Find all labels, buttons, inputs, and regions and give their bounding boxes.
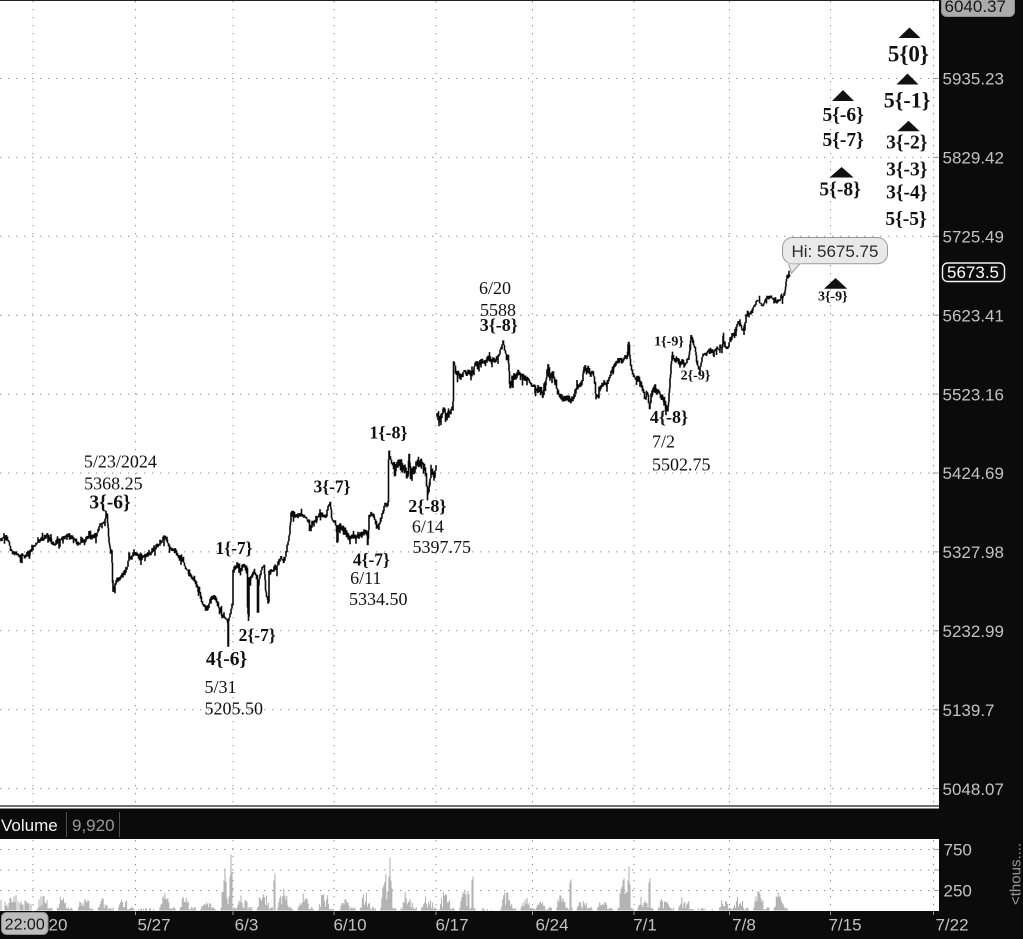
svg-text:Hi: 5675.75: Hi: 5675.75 [792,242,879,261]
svg-text:5829.42: 5829.42 [943,149,1004,168]
svg-text:7/8: 7/8 [732,916,756,935]
svg-text:5{-6}: 5{-6} [823,105,865,126]
svg-text:5139.7: 5139.7 [943,701,995,720]
svg-text:3{-3}: 3{-3} [886,160,928,181]
svg-text:5368.25: 5368.25 [84,474,143,494]
svg-text:5{-5}: 5{-5} [885,209,927,230]
svg-text:5397.75: 5397.75 [413,537,472,557]
svg-text:5334.50: 5334.50 [349,589,408,609]
svg-text:2{-8}: 2{-8} [408,496,446,516]
svg-text:3{-8}: 3{-8} [480,315,518,335]
svg-text:5{-1}: 5{-1} [884,88,931,113]
svg-text:9,920: 9,920 [72,816,115,835]
svg-text:4{-7}: 4{-7} [353,550,390,570]
svg-text:6/10: 6/10 [333,916,366,935]
svg-text:6040.37: 6040.37 [945,0,1006,16]
svg-text:5{-7}: 5{-7} [823,130,865,151]
svg-text:4{-6}: 4{-6} [206,649,248,670]
svg-text:5/23/2024: 5/23/2024 [84,452,157,472]
svg-text:5673.5: 5673.5 [947,263,999,282]
svg-text:5{-8}: 5{-8} [819,179,861,200]
svg-text:3{-9}: 3{-9} [818,290,848,305]
svg-text:5327.98: 5327.98 [943,543,1004,562]
svg-text:6/14: 6/14 [412,517,444,537]
svg-text:6/24: 6/24 [535,916,568,935]
svg-text:5725.49: 5725.49 [943,228,1004,247]
svg-text:7/2: 7/2 [652,432,675,452]
svg-text:5205.50: 5205.50 [205,698,264,718]
svg-text:7/15: 7/15 [828,916,861,935]
svg-text:<thous....: <thous.... [1008,843,1023,905]
svg-text:22:00: 22:00 [5,917,45,934]
svg-text:1{-8}: 1{-8} [369,423,407,443]
svg-text:750: 750 [944,841,972,860]
svg-text:1{-7}: 1{-7} [215,538,252,558]
svg-text:6/11: 6/11 [350,568,381,588]
svg-text:7/1: 7/1 [633,916,657,935]
svg-text:5502.75: 5502.75 [652,455,711,475]
svg-text:2{-9}: 2{-9} [681,369,711,384]
svg-text:6/3: 6/3 [235,916,259,935]
svg-text:5935.23: 5935.23 [943,70,1004,89]
svg-text:4{-8}: 4{-8} [650,407,688,427]
svg-text:7/22: 7/22 [935,916,968,935]
svg-text:5424.69: 5424.69 [943,464,1004,483]
svg-text:5/27: 5/27 [137,916,170,935]
svg-text:5232.99: 5232.99 [943,622,1004,641]
svg-text:3{-7}: 3{-7} [313,477,350,497]
svg-text:5523.16: 5523.16 [943,385,1004,404]
svg-text:1{-9}: 1{-9} [654,335,684,350]
svg-text:2{-7}: 2{-7} [239,625,276,645]
svg-text:3{-2}: 3{-2} [886,132,928,153]
svg-text:5588: 5588 [480,300,516,320]
svg-text:5{0}: 5{0} [888,42,929,67]
svg-text:5623.41: 5623.41 [943,306,1004,325]
svg-text:3{-4}: 3{-4} [886,183,928,204]
svg-text:250: 250 [944,882,972,901]
svg-text:20: 20 [49,916,68,935]
svg-text:3{-6}: 3{-6} [89,493,131,514]
svg-text:6/20: 6/20 [479,278,511,298]
svg-text:5/31: 5/31 [205,677,237,697]
svg-text:Volume: Volume [1,816,58,835]
svg-text:6/17: 6/17 [435,916,468,935]
svg-text:5048.07: 5048.07 [943,780,1004,799]
